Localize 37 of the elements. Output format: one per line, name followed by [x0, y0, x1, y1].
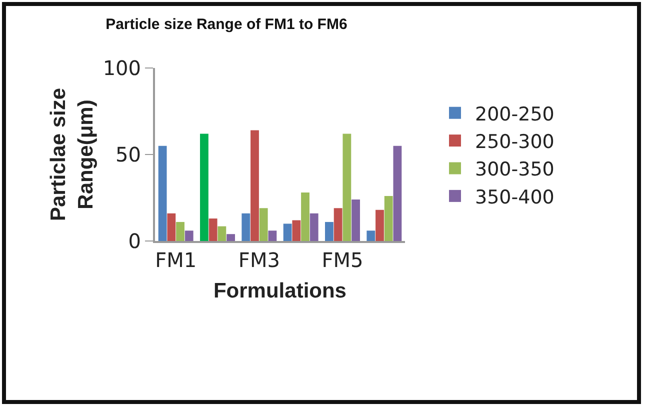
- bar: [167, 213, 176, 241]
- y-tick-label: 100: [102, 56, 141, 80]
- bar: [384, 196, 393, 241]
- bar: [218, 226, 226, 241]
- bar: [393, 146, 402, 241]
- bar: [250, 130, 259, 241]
- bar: [259, 208, 268, 241]
- bar: [283, 224, 292, 241]
- x-tick-label: FM5: [322, 248, 364, 272]
- bar: [292, 220, 301, 241]
- bar: [268, 230, 277, 241]
- bar: [334, 208, 342, 241]
- bar: [184, 230, 194, 241]
- bar: [325, 222, 334, 241]
- x-tick-label: FM3: [238, 248, 280, 272]
- bar: [310, 213, 318, 241]
- x-tick-label: FM1: [155, 248, 197, 272]
- bar: [176, 222, 184, 241]
- y-tick-label: 0: [128, 229, 141, 253]
- bar: [242, 213, 250, 241]
- legend-label: 200-250: [475, 103, 554, 126]
- bar: [301, 192, 310, 241]
- legend-label: 250-300: [475, 130, 554, 153]
- y-axis-title: Particlae size Range(μm): [47, 88, 98, 222]
- bar: [352, 199, 360, 241]
- bar: [208, 218, 218, 241]
- bar: [158, 146, 167, 241]
- x-axis-title: Formulations: [213, 280, 347, 303]
- bar: [376, 210, 384, 241]
- chart-title: Particle size Range of FM1 to FM6: [106, 16, 348, 33]
- bar: [342, 134, 352, 241]
- bar: [226, 234, 235, 241]
- legend-label: 350-400: [475, 186, 554, 208]
- y-tick-label: 50: [116, 142, 141, 166]
- bar: [366, 230, 376, 241]
- legend-label: 300-350: [475, 158, 554, 181]
- bar: [200, 134, 208, 241]
